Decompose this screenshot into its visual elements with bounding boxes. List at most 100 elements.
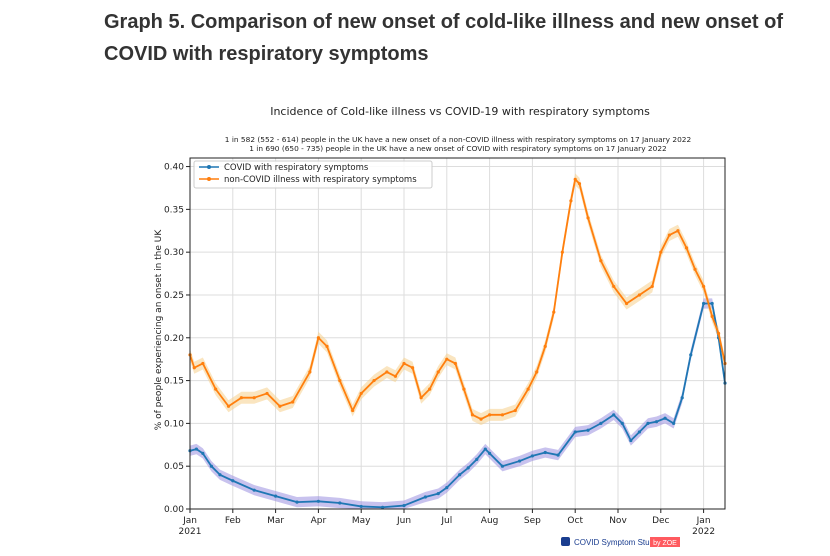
chart-title: Incidence of Cold-like illness vs COVID-… — [270, 105, 650, 118]
legend-label-non-covid: non-COVID illness with respiratory sympt… — [224, 175, 417, 185]
grid-lines — [189, 158, 725, 510]
data-point — [689, 353, 693, 357]
data-point — [410, 366, 415, 370]
x-tick-label: Jul — [440, 516, 452, 526]
data-point — [359, 391, 363, 396]
data-point — [423, 495, 427, 499]
data-point — [629, 438, 633, 443]
data-point — [470, 413, 475, 417]
confidence-bands — [190, 173, 725, 509]
y-tick-label: 0.10 — [164, 419, 184, 429]
study-logo: COVID Symptom Study by ZOE — [561, 537, 680, 547]
data-point — [676, 229, 680, 233]
data-point — [637, 430, 642, 434]
data-point — [543, 344, 547, 348]
y-axis-label: % of people experiencing an onset in the… — [154, 229, 164, 431]
confidence-band-1 — [190, 173, 725, 426]
data-point — [624, 301, 629, 306]
data-point — [517, 459, 522, 463]
data-point — [231, 479, 235, 483]
data-point — [612, 413, 616, 417]
data-point — [586, 428, 590, 432]
data-point — [338, 501, 342, 505]
data-point — [291, 400, 295, 404]
data-point — [462, 387, 466, 391]
data-point — [483, 447, 487, 451]
data-point — [316, 499, 320, 503]
y-tick-label: 0.05 — [164, 462, 184, 472]
data-point — [577, 182, 582, 186]
x-tick-label: Oct — [567, 516, 583, 526]
data-point — [428, 387, 432, 391]
x-tick-label: Dec — [652, 516, 669, 526]
legend: COVID with respiratory symptoms non-COVI… — [193, 160, 433, 189]
data-point — [569, 199, 573, 203]
data-point — [543, 450, 547, 455]
data-point — [599, 421, 603, 425]
data-point — [201, 451, 205, 455]
data-point — [445, 357, 449, 361]
legend-label-covid: COVID with respiratory symptoms — [224, 163, 369, 173]
data-point — [535, 370, 539, 374]
data-point — [402, 361, 406, 366]
x-tick-label: Sep — [524, 516, 541, 526]
data-point — [308, 370, 312, 374]
data-point — [265, 391, 269, 396]
data-point — [466, 466, 470, 470]
x-tick-year-label: 2022 — [692, 527, 715, 537]
data-point — [295, 500, 299, 504]
data-point — [710, 301, 714, 306]
data-point — [278, 404, 282, 408]
data-point — [252, 488, 256, 492]
series-line-0 — [189, 302, 726, 509]
data-point — [710, 314, 714, 318]
study-logo-icon — [561, 537, 570, 546]
data-point — [419, 396, 423, 400]
data-point — [445, 485, 449, 490]
data-point — [526, 387, 530, 391]
data-point — [192, 366, 196, 370]
x-tick-label: Jan — [696, 516, 711, 526]
data-point — [702, 284, 706, 289]
data-point — [239, 396, 243, 400]
chart-subtitle-line-2: 1 in 690 (650 - 735) people in the UK ha… — [249, 144, 667, 153]
chart-subtitle-line-1: 1 in 582 (552 - 614) people in the UK ha… — [225, 135, 691, 144]
x-tick-label: Nov — [609, 516, 627, 526]
data-point — [663, 416, 667, 420]
data-point — [646, 421, 650, 425]
data-point — [385, 370, 389, 374]
y-axis: 0.00 0.05 0.10 0.15 0.20 0.25 0.30 0.35 0.40 — [164, 163, 190, 515]
x-tick-label: Aug — [481, 516, 499, 526]
x-tick-label: Apr — [311, 516, 327, 526]
data-point — [620, 421, 624, 425]
data-point — [716, 331, 721, 336]
data-point — [209, 464, 213, 468]
data-point — [372, 378, 376, 383]
page-heading: Graph 5. Comparison of new onset of cold… — [104, 11, 783, 65]
x-tick-label: Jun — [396, 516, 411, 526]
data-point — [637, 293, 642, 297]
data-point — [214, 387, 218, 391]
confidence-band-0 — [190, 298, 725, 509]
data-point — [684, 246, 689, 250]
data-point — [436, 370, 440, 374]
x-tick-label: Jan — [182, 516, 197, 526]
data-point — [381, 505, 385, 509]
data-point — [226, 404, 231, 408]
data-point — [359, 504, 363, 509]
series-line-1 — [189, 178, 726, 421]
data-point — [702, 301, 706, 306]
data-point — [693, 267, 697, 271]
data-point — [325, 344, 329, 348]
data-point — [488, 451, 492, 455]
data-point — [252, 396, 256, 400]
data-point — [500, 464, 505, 468]
legend-marker-covid — [207, 165, 211, 169]
x-tick-label: May — [352, 516, 371, 526]
data-point — [274, 494, 278, 498]
data-point — [680, 396, 684, 400]
data-point — [650, 284, 654, 289]
data-point — [453, 361, 457, 366]
x-tick-label: Mar — [267, 516, 284, 526]
